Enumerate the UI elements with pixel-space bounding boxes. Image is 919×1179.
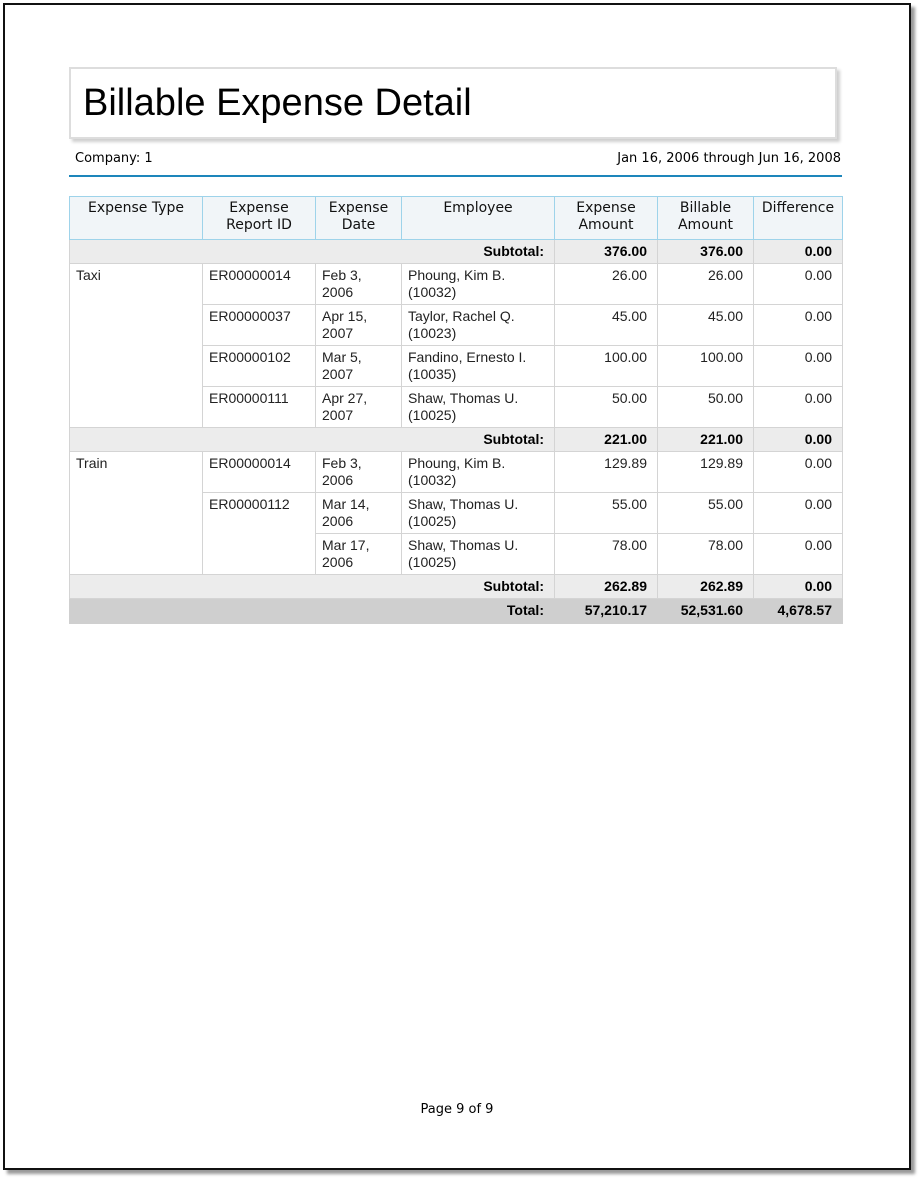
column-header: Expense Report ID (202, 196, 316, 240)
table-header-row: Expense Type Expense Report ID Expense Dat… (69, 196, 843, 240)
difference-cell: 0.00 (753, 451, 843, 493)
employee-cell: Phoung, Kim B. (10032) (401, 451, 555, 493)
expense-date-cell: Feb 3, 2006 (315, 263, 402, 305)
billable-amount-cell: 221.00 (657, 427, 754, 452)
expense-type-cell: Taxi (69, 263, 203, 428)
employee-cell: Shaw, Thomas U. (10025) (401, 492, 555, 534)
title-box: Billable Expense Detail (69, 67, 837, 139)
billable-amount-cell: 262.89 (657, 574, 754, 599)
expense-amount-cell: 26.00 (554, 263, 658, 305)
difference-cell: 0.00 (753, 574, 843, 599)
total-label: Total: (69, 598, 555, 624)
difference-cell: 0.00 (753, 304, 843, 346)
report-id-cell: ER00000014 (202, 451, 316, 493)
expense-date-cell: Mar 14, 2006 (315, 492, 402, 534)
report-id-cell: ER00000111 (202, 386, 316, 428)
subtotal-row: Subtotal: 221.00 221.00 0.00 (69, 427, 843, 452)
difference-cell: 0.00 (753, 492, 843, 534)
subtotal-label: Subtotal: (69, 239, 555, 264)
difference-cell: 0.00 (753, 239, 843, 264)
date-range: Jan 16, 2006 through Jun 16, 2008 (617, 151, 841, 166)
expense-amount-cell: 78.00 (554, 533, 658, 575)
difference-cell: 0.00 (753, 386, 843, 428)
report-id-cell: ER00000037 (202, 304, 316, 346)
subtotal-label: Subtotal: (69, 427, 555, 452)
expense-amount-cell: 55.00 (554, 492, 658, 534)
column-header: Difference (753, 196, 843, 240)
expense-type-cell: Train (69, 451, 203, 575)
expense-amount-cell: 50.00 (554, 386, 658, 428)
table-row: ER00000037 Apr 15, 2007 Taylor, Rachel Q. … (70, 304, 843, 346)
expense-date-cell: Feb 3, 2006 (315, 451, 402, 493)
report-title: Billable Expense Detail (83, 82, 472, 124)
billable-amount-cell: 78.00 (657, 533, 754, 575)
table-row: Taxi ER00000014 Feb 3, 2006 Phoung, Kim B. … (69, 263, 843, 428)
difference-cell: 0.00 (753, 427, 843, 452)
column-header: Expense Type (69, 196, 203, 240)
difference-cell: 0.00 (753, 533, 843, 575)
table-row: ER00000111 Apr 27, 2007 Shaw, Thomas U. (1… (70, 386, 843, 428)
difference-cell: 4,678.57 (753, 598, 843, 624)
billable-amount-cell: 52,531.60 (657, 598, 754, 624)
employee-cell: Fandino, Ernesto I. (10035) (401, 345, 555, 387)
header-rule (69, 175, 842, 177)
expense-amount-cell: 45.00 (554, 304, 658, 346)
difference-cell: 0.00 (753, 263, 843, 305)
billable-amount-cell: 376.00 (657, 239, 754, 264)
billable-amount-cell: 45.00 (657, 304, 754, 346)
expense-table: Expense Type Expense Report ID Expense Dat… (69, 196, 843, 624)
expense-date-cell: Mar 17, 2006 (315, 533, 402, 575)
expense-amount-cell: 129.89 (554, 451, 658, 493)
expense-amount-cell: 376.00 (554, 239, 658, 264)
company-label: Company: 1 (75, 151, 153, 166)
column-header: Employee (401, 196, 555, 240)
billable-amount-cell: 50.00 (657, 386, 754, 428)
billable-amount-cell: 55.00 (657, 492, 754, 534)
report-page: Billable Expense Detail Company: 1 Jan 1… (3, 3, 911, 1170)
column-header: Billable Amount (657, 196, 754, 240)
employee-cell: Shaw, Thomas U. (10025) (401, 533, 555, 575)
billable-amount-cell: 129.89 (657, 451, 754, 493)
subtotal-row: Subtotal: 262.89 262.89 0.00 (69, 574, 843, 599)
expense-amount-cell: 221.00 (554, 427, 658, 452)
billable-amount-cell: 100.00 (657, 345, 754, 387)
expense-date-cell: Mar 5, 2007 (315, 345, 402, 387)
employee-cell: Taylor, Rachel Q. (10023) (401, 304, 555, 346)
difference-cell: 0.00 (753, 345, 843, 387)
expense-amount-cell: 100.00 (554, 345, 658, 387)
total-row: Total: 57,210.17 52,531.60 4,678.57 (69, 598, 843, 624)
expense-date-cell: Apr 27, 2007 (315, 386, 402, 428)
employee-cell: Phoung, Kim B. (10032) (401, 263, 555, 305)
table-row: Train ER00000014 Feb 3, 2006 Phoung, Kim B.… (69, 451, 843, 575)
subtotal-row: Subtotal: 376.00 376.00 0.00 (69, 239, 843, 264)
column-header: Expense Amount (554, 196, 658, 240)
report-id-cell: ER00000102 (202, 345, 316, 387)
expense-amount-cell: 262.89 (554, 574, 658, 599)
report-id-cell: ER00000112 (202, 492, 316, 575)
report-id-cell: ER00000014 (202, 263, 316, 305)
expense-amount-cell: 57,210.17 (554, 598, 658, 624)
column-header: Expense Date (315, 196, 402, 240)
subtotal-label: Subtotal: (69, 574, 555, 599)
table-row: ER00000102 Mar 5, 2007 Fandino, Ernesto I.… (70, 345, 843, 387)
page-number: Page 9 of 9 (420, 1102, 494, 1117)
employee-cell: Shaw, Thomas U. (10025) (401, 386, 555, 428)
expense-date-cell: Apr 15, 2007 (315, 304, 402, 346)
billable-amount-cell: 26.00 (657, 263, 754, 305)
